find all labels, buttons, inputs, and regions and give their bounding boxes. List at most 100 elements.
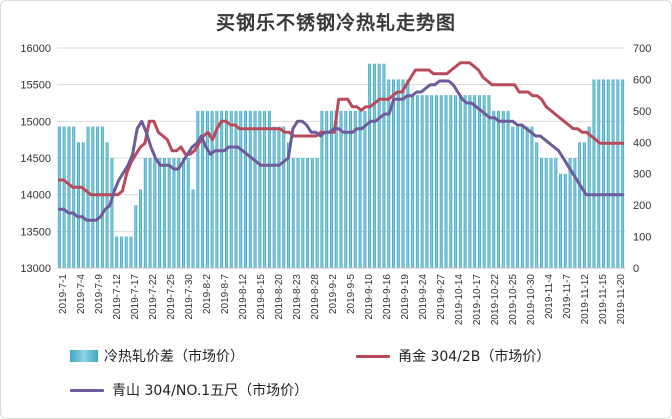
x-tick-label: 2019-8-23	[292, 274, 303, 320]
x-tick-label: 2019-9-24	[418, 274, 429, 320]
bar	[573, 158, 577, 268]
bar	[67, 126, 71, 268]
series-line-1	[57, 61, 625, 197]
bar	[425, 95, 429, 269]
bar	[592, 79, 596, 268]
bar	[196, 110, 200, 268]
bar	[602, 79, 606, 268]
bar	[516, 126, 520, 268]
x-tick-label: 2019-7-17	[130, 274, 141, 320]
bar	[382, 63, 386, 268]
bar	[162, 158, 166, 268]
bar	[539, 158, 543, 268]
chart-title: 买钢乐不锈钢冷热轧走势图	[215, 12, 456, 34]
bar	[296, 158, 300, 268]
bar	[91, 126, 95, 268]
x-tick-label: 2019-10-30	[526, 274, 537, 326]
y-right-tick-label: 300	[633, 169, 651, 181]
bar	[272, 126, 276, 268]
bar	[544, 158, 548, 268]
bar	[396, 79, 400, 268]
bar	[363, 110, 367, 268]
bar	[119, 236, 123, 268]
bar	[134, 205, 138, 268]
bar	[210, 110, 214, 268]
x-tick-label: 2019-8-12	[238, 274, 249, 320]
y-left-tick-label: 13000	[20, 263, 51, 275]
bar	[468, 95, 472, 269]
bar	[234, 110, 238, 268]
x-tick-label: 2019-10-22	[490, 274, 501, 326]
x-tick-label: 2019-10-25	[508, 274, 519, 326]
bar	[239, 110, 243, 268]
bar	[139, 189, 143, 268]
bar	[506, 110, 510, 268]
x-tick-label: 2019-7-1	[58, 274, 69, 314]
x-tick-label: 2019-11-15	[598, 274, 609, 325]
bar	[458, 95, 462, 269]
bar	[224, 110, 228, 268]
bar	[96, 126, 100, 268]
x-tick-label: 2019-7-22	[148, 274, 159, 320]
x-tick-label: 2019-8-7	[220, 274, 231, 314]
legend-label-line2: 青山 304/NO.1五尺（市场价）	[112, 383, 309, 399]
bar	[535, 142, 539, 268]
bar	[401, 79, 405, 268]
bar	[334, 110, 338, 268]
bar	[244, 110, 248, 268]
bar	[582, 142, 586, 268]
x-tick-label: 2019-7-9	[94, 274, 105, 314]
bar	[229, 110, 233, 268]
bar	[153, 158, 157, 268]
bar	[167, 158, 171, 268]
bar	[267, 110, 271, 268]
bar	[62, 126, 66, 268]
bar	[387, 79, 391, 268]
x-tick-label: 2019-8-2	[202, 274, 213, 314]
legend-swatch-line1	[356, 354, 390, 358]
x-tick-label: 2019-7-25	[166, 274, 177, 320]
bar	[358, 110, 362, 268]
bar	[148, 158, 152, 268]
bar	[420, 95, 424, 269]
legend-swatch-line2	[70, 388, 104, 392]
bar	[86, 126, 90, 268]
bar	[563, 173, 567, 268]
x-tick-label: 2019-7-12	[112, 274, 123, 320]
bar	[306, 158, 310, 268]
bar	[530, 126, 534, 268]
x-tick-label: 2019-9-27	[436, 274, 447, 320]
bar	[186, 158, 190, 268]
bar	[315, 158, 319, 268]
bar	[482, 95, 486, 269]
bar	[525, 126, 529, 268]
bar	[549, 158, 553, 268]
y-left-tick-label: 14000	[20, 190, 51, 202]
bar	[172, 158, 176, 268]
bar	[559, 173, 563, 268]
bar	[520, 126, 524, 268]
bar	[339, 110, 343, 268]
bar	[177, 158, 181, 268]
bar	[477, 95, 481, 269]
bar	[487, 95, 491, 269]
y-right-tick-label: 600	[633, 74, 651, 86]
bar	[143, 158, 147, 268]
x-tick-label: 2019-8-15	[256, 274, 267, 320]
bar	[501, 110, 505, 268]
x-tick-label: 2019-8-28	[310, 274, 321, 320]
bar	[344, 110, 348, 268]
bar	[415, 95, 419, 269]
y-right-tick-label: 200	[633, 200, 651, 212]
bar	[182, 158, 185, 268]
y-right-tick-label: 700	[633, 43, 651, 55]
y-right-tick-label: 100	[633, 232, 651, 244]
series-line-2	[57, 79, 625, 222]
y-right-tick-label: 400	[633, 137, 651, 149]
bar	[129, 236, 133, 268]
legend-swatch-bar	[70, 350, 98, 362]
bar	[454, 95, 458, 269]
bar	[325, 110, 329, 268]
bar	[616, 79, 620, 268]
